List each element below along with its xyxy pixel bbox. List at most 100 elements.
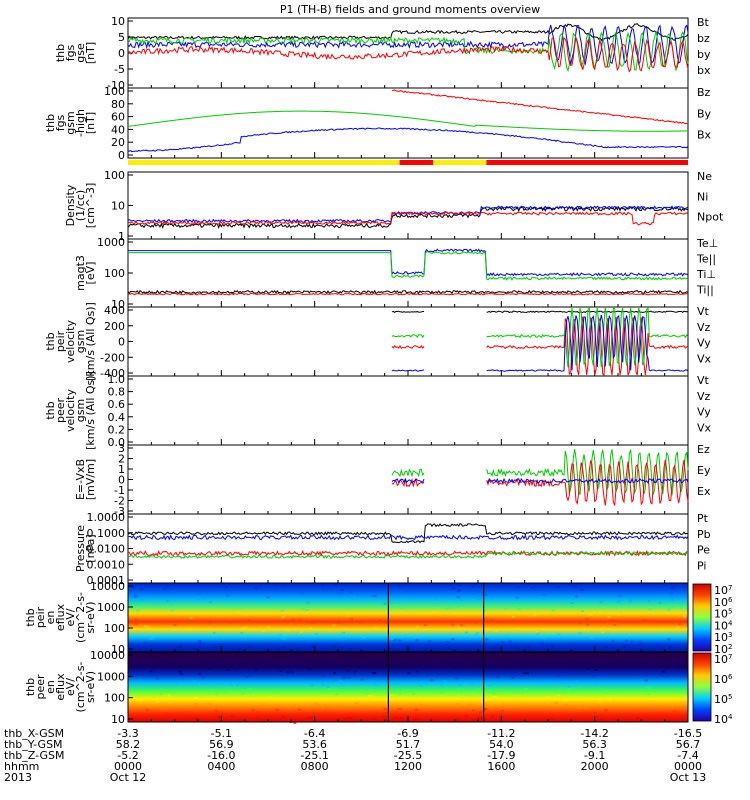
legend-bt: Bt <box>697 16 710 29</box>
spectrogram-speckle <box>322 675 325 678</box>
spectrogram-speckle <box>604 709 608 712</box>
ylabel-line: eflux <box>54 603 67 631</box>
ylabel-line: gsm <box>64 111 77 134</box>
spectrogram-speckle <box>321 706 325 709</box>
spectrogram-speckle <box>487 685 491 687</box>
spectrogram-speckle <box>528 604 532 607</box>
panel-density: 100 10 1 Density(1/cc)[cm^-3] Ne Ni Npot <box>64 169 724 243</box>
spectrogram-speckle <box>352 663 356 666</box>
spectrogram-speckle <box>652 697 656 700</box>
spectrogram-speckle <box>398 693 402 696</box>
spectrogram-speckle <box>175 683 179 686</box>
spectrogram-speckle <box>194 717 198 720</box>
y-tick-label: 1.0000 <box>87 511 126 524</box>
spectrogram-speckle <box>446 641 450 644</box>
spectrogram-speckle <box>194 702 198 705</box>
spectrogram-speckle <box>310 622 314 624</box>
spectrogram-speckle <box>647 693 650 696</box>
legend-te||: Te|| <box>696 253 716 266</box>
legend-pb: Pb <box>697 528 711 541</box>
y-tick-label: 10000 <box>90 580 125 593</box>
spectrogram-speckle <box>607 616 611 619</box>
legend-vy: Vy <box>697 406 711 419</box>
spectrogram-speckle <box>594 669 598 671</box>
spectrogram-speckle <box>611 639 615 642</box>
spectrogram-speckle <box>649 654 653 657</box>
spectrogram-speckle <box>358 621 362 624</box>
spectrogram-speckle <box>345 614 349 617</box>
spectrogram-speckle <box>281 656 285 659</box>
ylabel-line: gse <box>74 43 87 63</box>
legend-bz: Bz <box>697 86 711 99</box>
spectrogram-speckle <box>672 710 676 713</box>
spectrogram-speckle <box>256 711 259 714</box>
spectrogram-speckle <box>565 681 569 684</box>
spectrogram-speckle <box>335 642 339 645</box>
spectrogram-speckle <box>398 639 402 642</box>
spectrogram-speckle <box>196 597 200 600</box>
spectrogram-speckle <box>350 617 354 620</box>
spectrogram-speckle <box>480 700 484 703</box>
spectrogram-speckle <box>306 601 310 604</box>
footer-value: -6.9 <box>397 727 418 740</box>
spectrogram-speckle <box>384 705 388 708</box>
spectrogram-speckle <box>414 636 418 639</box>
spectrogram-speckle <box>554 701 558 704</box>
spectrogram-speckle <box>638 640 642 643</box>
y-tick-label: 60 <box>111 111 125 124</box>
footer-value: 56.9 <box>209 738 234 751</box>
y-tick-label: 0.1000 <box>87 527 126 540</box>
y-tick-label: 0.0 <box>108 436 126 449</box>
mode-bar-segment <box>128 160 400 165</box>
spectrogram-speckle <box>237 720 241 723</box>
spectrogram-speckle <box>422 713 425 716</box>
spectrogram-speckle <box>246 652 250 655</box>
spectrogram-speckle <box>131 586 135 589</box>
y-tick-label: 5 <box>118 31 125 44</box>
footer-value: -5.2 <box>117 749 138 762</box>
spectrogram-speckle <box>241 693 245 695</box>
spectrogram-speckle <box>383 708 387 711</box>
spectrogram-speckle <box>396 584 400 587</box>
spectrogram-speckle <box>432 653 436 655</box>
spectrogram-speckle <box>240 627 244 630</box>
legend-bx: Bx <box>697 129 712 142</box>
y-tick-label: 0 <box>118 336 125 349</box>
colorbar-tick-label: 104 <box>714 713 733 726</box>
spectrogram-speckle <box>201 676 205 679</box>
spectrogram-speckle <box>531 705 534 708</box>
spectrogram-speckle <box>209 622 213 625</box>
spectrogram-speckle <box>373 626 377 629</box>
spectrogram-speckle <box>433 657 437 660</box>
spectrogram-speckle <box>332 624 336 627</box>
spectrogram-speckle <box>287 707 290 709</box>
spectrogram-speckle <box>448 647 452 650</box>
spectrogram-speckle <box>206 714 210 717</box>
footer-value: 1600 <box>487 760 515 773</box>
spectrogram-speckle <box>684 648 688 651</box>
spectrogram-speckle <box>448 583 452 586</box>
spectrogram-speckle <box>485 638 489 641</box>
spectrogram-speckle <box>189 617 193 620</box>
spectrogram-speckle <box>423 624 427 627</box>
ylabel-line: thb <box>44 401 57 419</box>
trace-ex <box>391 477 425 484</box>
spectrogram-speckle <box>350 591 353 594</box>
spectrogram-speckle <box>139 598 143 601</box>
spectrogram-speckle <box>326 685 330 688</box>
spectrogram-speckle <box>372 595 376 597</box>
ylabel-line: (1/cc) <box>74 190 87 221</box>
trace-ey <box>391 468 425 478</box>
spectrogram-speckle <box>398 659 402 662</box>
spectrogram-speckle <box>619 649 623 652</box>
ylabel-line: gsm <box>74 330 87 353</box>
ylabel-line: [nPa] <box>84 534 97 562</box>
spectrogram-speckle <box>393 643 397 646</box>
spectrogram-speckle <box>138 648 142 651</box>
spectrogram-speckle <box>505 634 508 637</box>
y-tick-label: 40 <box>111 123 125 136</box>
mode-bar-segment <box>399 160 434 165</box>
